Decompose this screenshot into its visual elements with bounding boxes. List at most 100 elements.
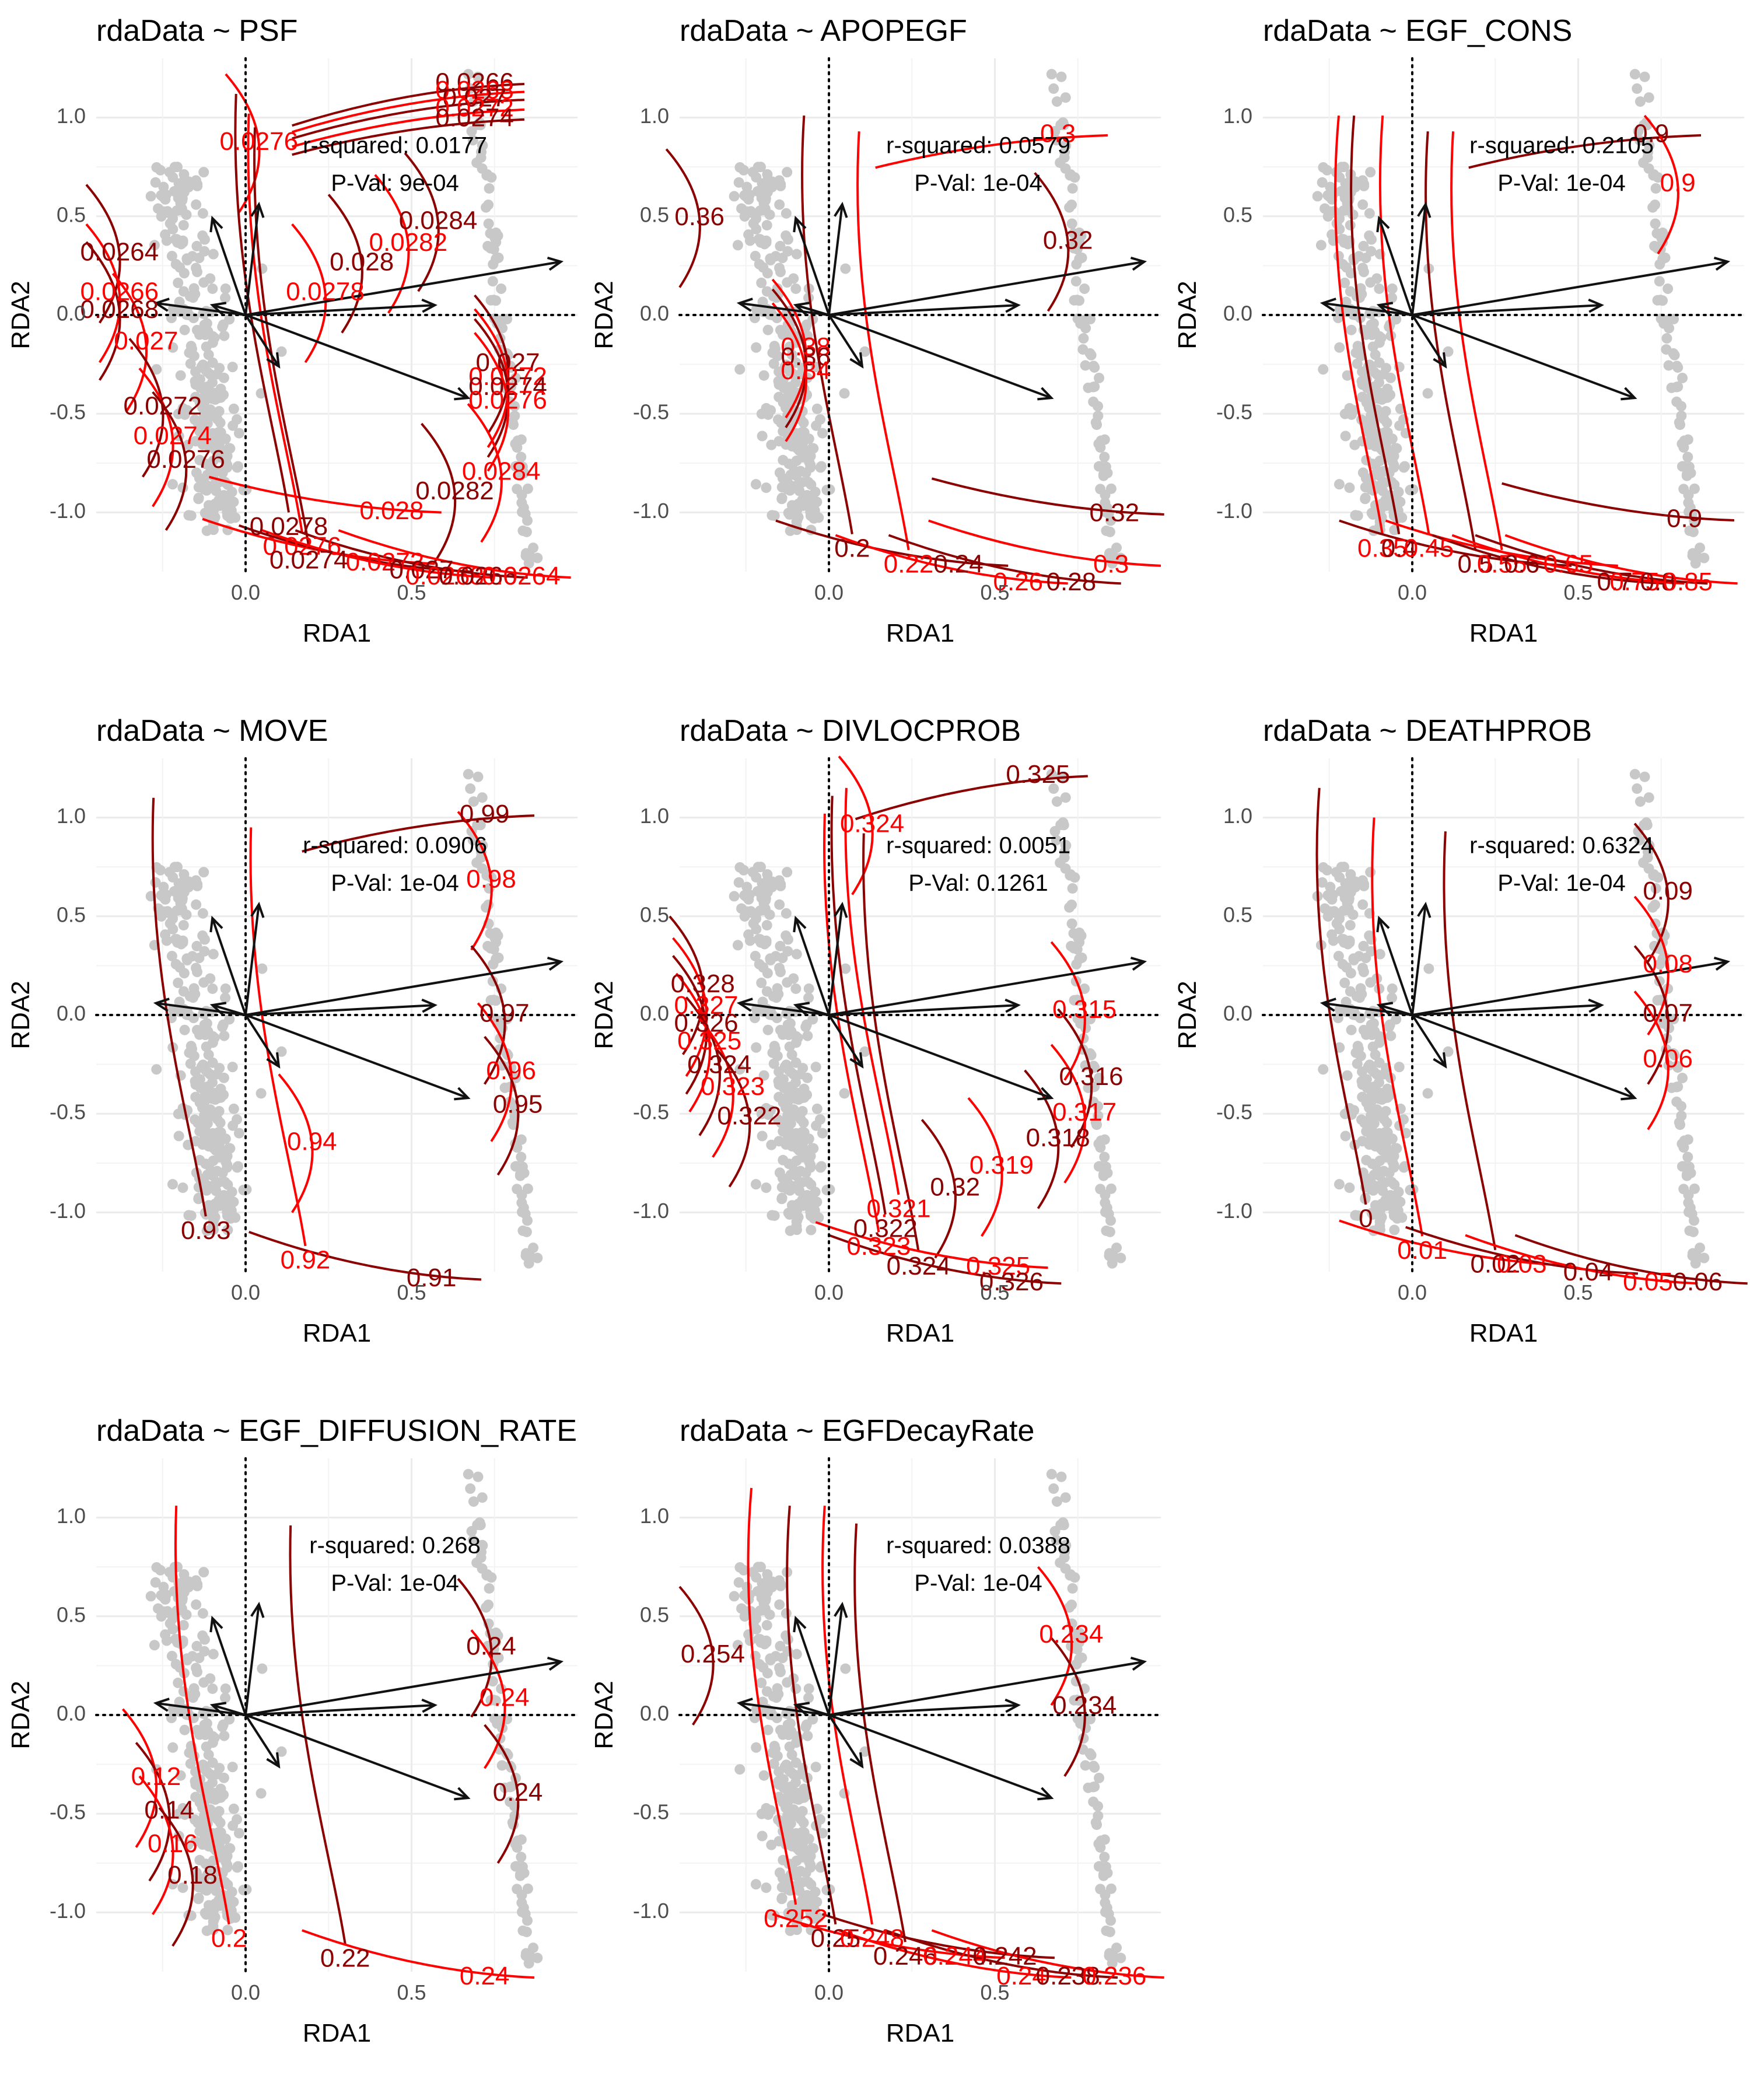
data-point xyxy=(774,199,785,210)
y-tick-label: 0.5 xyxy=(640,902,669,926)
contour-line xyxy=(1643,114,1679,255)
data-point xyxy=(489,232,501,243)
contour-label: 0.028 xyxy=(330,248,394,276)
data-point xyxy=(1357,963,1368,974)
panel-title: rdaData ~ DIVLOCPROB xyxy=(680,714,1021,748)
data-point xyxy=(475,152,487,163)
data-point xyxy=(762,968,773,979)
data-point xyxy=(768,1058,779,1069)
data-point xyxy=(203,1749,214,1760)
arrow-head xyxy=(1713,257,1731,271)
arrow-shaft xyxy=(739,302,830,316)
data-point xyxy=(757,1130,768,1142)
contour-label: 0.323 xyxy=(701,1072,765,1101)
data-point xyxy=(1682,1152,1693,1163)
data-point xyxy=(774,1662,785,1674)
data-point xyxy=(769,1041,780,1052)
data-point xyxy=(1634,796,1646,807)
data-point xyxy=(798,417,809,428)
data-point xyxy=(510,461,521,472)
data-point xyxy=(155,864,166,876)
p-value-annotation: P-Val: 1e-04 xyxy=(914,170,1042,196)
contour-label: 0.317 xyxy=(1052,1098,1116,1126)
data-point xyxy=(186,1041,197,1052)
data-point xyxy=(218,1189,229,1200)
data-point xyxy=(1671,1082,1682,1093)
data-point xyxy=(1382,392,1393,403)
data-point xyxy=(151,364,162,375)
data-point xyxy=(150,1577,161,1588)
arrow-shaft xyxy=(828,314,863,368)
contour-label: 0.0264 xyxy=(80,238,159,267)
data-point xyxy=(1663,360,1674,371)
data-point xyxy=(1106,552,1117,563)
data-point xyxy=(483,218,494,229)
contour-label: 0.8 xyxy=(1640,568,1675,596)
contour-label: 0.0266 xyxy=(435,68,514,97)
r-squared-annotation: r-squared: 0.0906 xyxy=(303,832,487,858)
data-point xyxy=(786,1200,797,1211)
data-point xyxy=(178,869,190,880)
contour-label: 0.99 xyxy=(460,800,510,828)
data-point xyxy=(174,1696,185,1707)
p-value-annotation: P-Val: 1e-04 xyxy=(331,870,459,896)
data-point xyxy=(1350,1210,1361,1221)
contour-line xyxy=(786,1506,837,1925)
y-tick-label: 0.0 xyxy=(640,1002,669,1026)
x-axis-label: RDA1 xyxy=(303,619,371,648)
data-point xyxy=(1059,1552,1070,1563)
data-point xyxy=(816,1161,827,1172)
arrow-head xyxy=(1130,1657,1147,1671)
contour-line xyxy=(830,796,887,1215)
data-point xyxy=(176,892,187,903)
data-point xyxy=(1654,959,1665,970)
data-point xyxy=(150,877,161,888)
data-point xyxy=(199,324,210,335)
data-point xyxy=(181,254,192,265)
contour-lines xyxy=(665,116,1164,585)
data-point xyxy=(220,992,231,1003)
data-point xyxy=(1357,391,1368,402)
data-point xyxy=(784,1209,795,1220)
data-point xyxy=(219,1177,230,1188)
data-point xyxy=(173,277,184,288)
contour-line xyxy=(289,1525,346,1944)
data-point xyxy=(1066,200,1077,211)
data-point xyxy=(241,1884,252,1895)
contour-label: 0.323 xyxy=(846,1232,911,1261)
arrow-head xyxy=(1620,1087,1637,1101)
data-point xyxy=(798,1817,809,1828)
biplot-arrows xyxy=(736,1601,1147,1801)
data-point xyxy=(156,211,167,222)
data-point xyxy=(1322,211,1334,222)
biplot-arrows xyxy=(153,201,564,401)
data-point xyxy=(203,1200,214,1211)
data-point xyxy=(489,932,501,943)
data-point xyxy=(1088,396,1099,407)
data-point xyxy=(199,234,210,245)
data-point xyxy=(215,1792,226,1803)
contour-line xyxy=(302,814,535,853)
data-point xyxy=(186,341,197,352)
data-point xyxy=(790,432,802,443)
data-point xyxy=(185,1058,196,1069)
data-point xyxy=(158,181,169,192)
arrow-shaft xyxy=(794,1618,830,1716)
data-point xyxy=(1059,852,1070,863)
contour-labels: 0.2540.2340.2340.2520.250.2480.2460.2440… xyxy=(681,1620,1147,1990)
arrow-head xyxy=(736,298,753,312)
arrow-shaft xyxy=(1412,304,1602,316)
contour-line xyxy=(967,1097,1003,1237)
data-point xyxy=(1080,323,1091,334)
data-point xyxy=(788,369,799,380)
data-point xyxy=(199,1724,210,1735)
data-point xyxy=(1056,71,1067,82)
data-point xyxy=(1093,1161,1104,1172)
data-point xyxy=(1104,1226,1115,1237)
arrow-shaft xyxy=(828,904,844,1016)
data-point xyxy=(220,983,231,994)
data-point xyxy=(1368,1169,1380,1180)
arrow-head xyxy=(1713,957,1731,971)
data-point xyxy=(196,1061,207,1072)
data-point xyxy=(766,1910,778,1921)
